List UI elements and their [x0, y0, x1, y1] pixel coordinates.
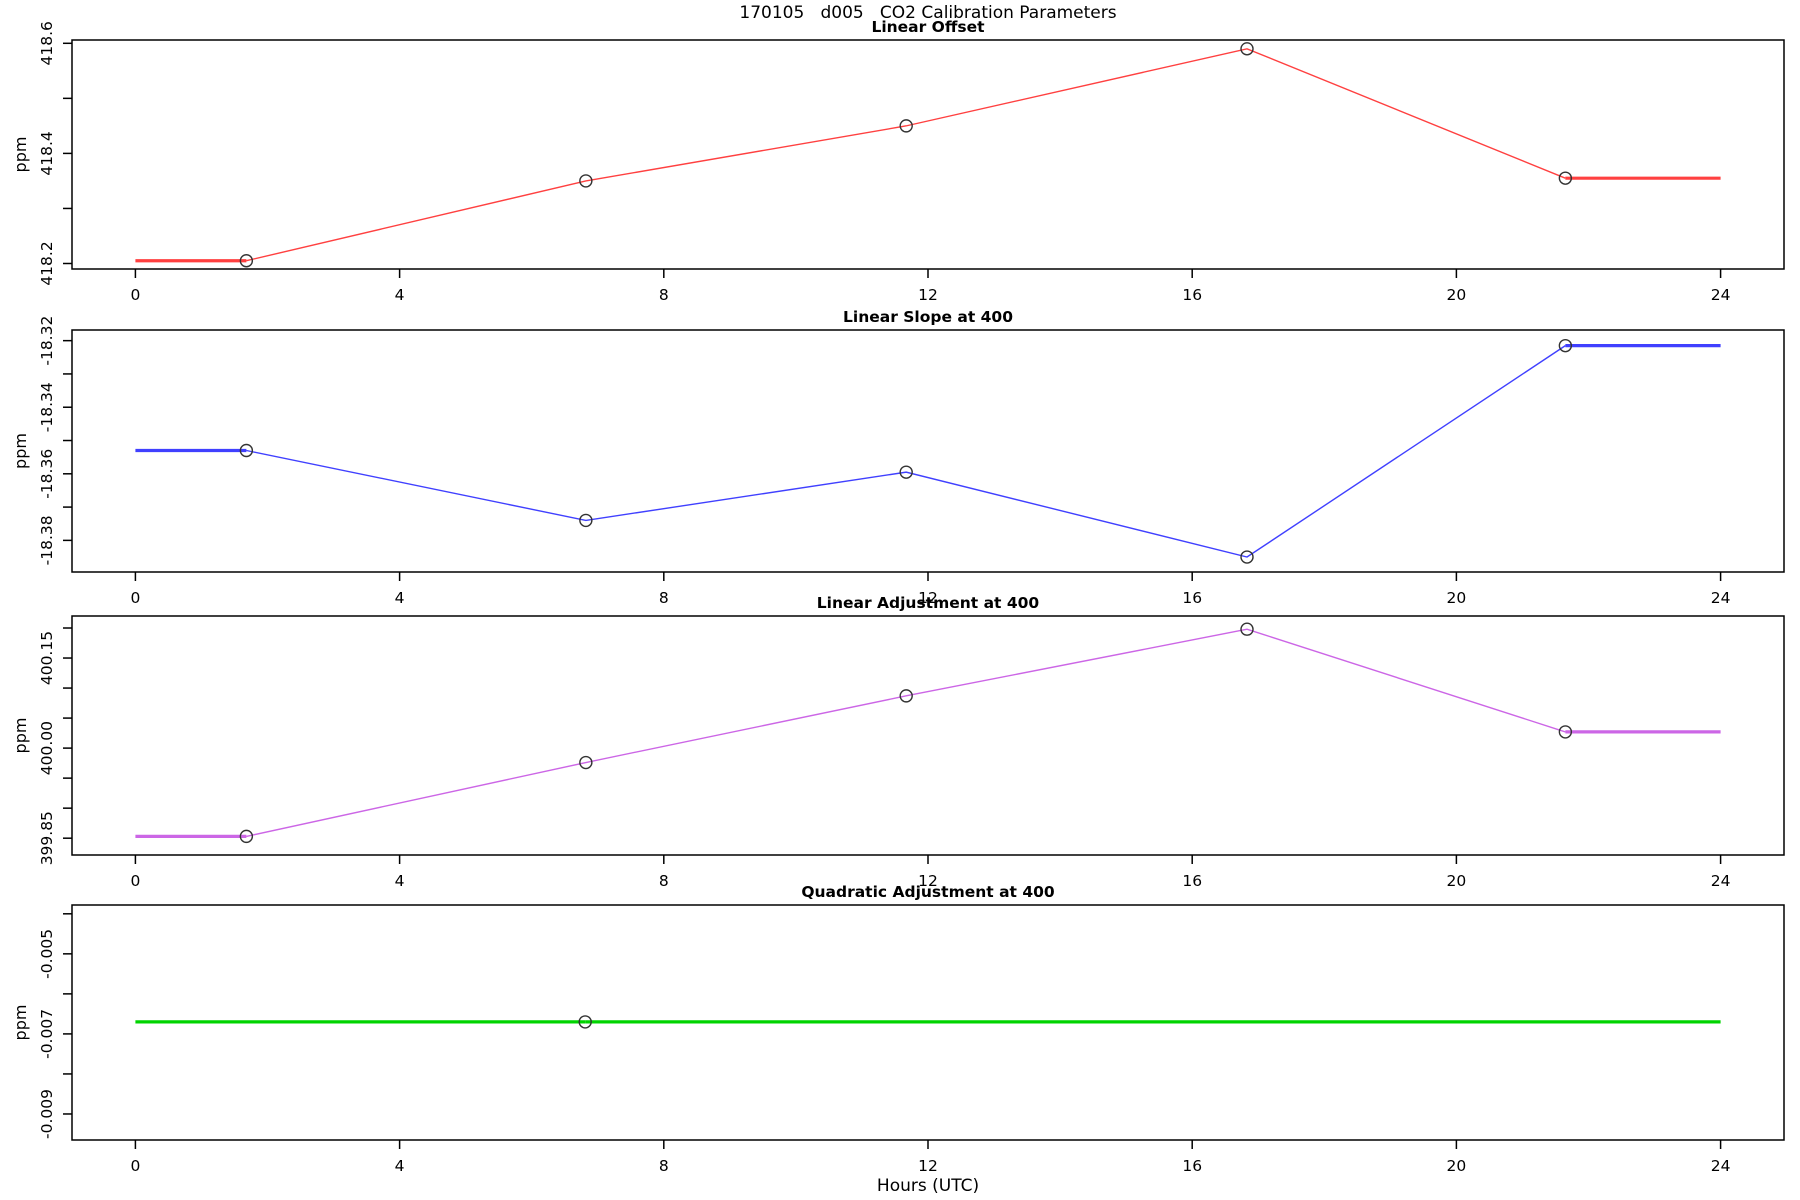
- x-axis-tick-label: 0: [130, 286, 140, 304]
- data-point-marker: [579, 174, 593, 188]
- panel-title-linear-adjustment-at-400: Linear Adjustment at 400: [816, 594, 1040, 612]
- y-axis-tick-label: -18.36: [38, 449, 56, 499]
- x-axis-title: Hours (UTC): [876, 1176, 980, 1196]
- y-axis-label: ppm: [11, 1005, 30, 1041]
- panel-title-linear-offset: Linear Offset: [871, 18, 985, 36]
- series-line: [246, 628, 1566, 838]
- data-point-marker: [1558, 338, 1573, 353]
- y-axis-tick-label: 418.4: [38, 131, 56, 175]
- y-axis-tick-label: 400.15: [38, 631, 56, 685]
- panel-title-quadratic-adjustment-at-400: Quadratic Adjustment at 400: [801, 883, 1055, 901]
- x-axis-tick-label: 4: [395, 286, 405, 304]
- data-point-marker: [1558, 171, 1573, 185]
- y-axis-label: ppm: [11, 433, 30, 469]
- x-axis-tick-label: 16: [1182, 1157, 1202, 1175]
- series-line: [246, 345, 1566, 558]
- y-axis-tick-label: -0.005: [38, 929, 56, 979]
- x-axis-tick-label: 8: [659, 872, 669, 890]
- x-axis-tick-label: 20: [1447, 1157, 1467, 1175]
- x-axis-tick-label: 4: [395, 872, 405, 890]
- x-axis-tick-label: 0: [130, 1157, 140, 1175]
- data-point-marker: [1558, 725, 1573, 739]
- x-axis-tick-label: 24: [1711, 286, 1731, 304]
- y-axis-tick-label: -0.009: [38, 1089, 56, 1139]
- data-point-marker: [1240, 550, 1254, 564]
- y-axis-tick-label: -0.007: [38, 1009, 56, 1059]
- y-axis-tick-label: 400.00: [38, 721, 56, 775]
- x-axis-tick-label: 16: [1182, 589, 1202, 607]
- x-axis-tick-label: 8: [659, 1157, 669, 1175]
- figure-title: 170105 d005 CO2 Calibration Parameters: [739, 3, 1117, 23]
- x-axis-tick-label: 12: [918, 589, 938, 607]
- data-point-marker: [579, 755, 593, 770]
- x-axis-tick-label: 4: [395, 589, 405, 607]
- data-point-marker: [899, 689, 913, 703]
- x-axis-tick-label: 12: [918, 286, 938, 304]
- data-point-marker: [578, 1015, 592, 1029]
- y-axis-label: ppm: [11, 137, 30, 173]
- plot-box: [71, 329, 1785, 573]
- y-axis-tick-label: 418.6: [38, 21, 56, 65]
- x-axis-tick-label: 20: [1447, 589, 1467, 607]
- data-point-marker: [239, 829, 254, 844]
- x-axis-tick-label: 0: [130, 589, 140, 607]
- x-axis-tick-label: 12: [918, 1157, 938, 1175]
- x-axis-tick-label: 24: [1711, 1157, 1731, 1175]
- panel-title-linear-slope-at-400: Linear Slope at 400: [843, 308, 1013, 326]
- y-axis-label: ppm: [11, 718, 30, 754]
- data-point-marker: [239, 254, 254, 268]
- data-point-marker: [899, 119, 913, 133]
- data-point-marker: [899, 465, 913, 479]
- data-point-marker: [239, 443, 254, 458]
- x-axis-tick-label: 12: [918, 872, 938, 890]
- data-point-marker: [579, 513, 593, 528]
- x-axis-tick-label: 8: [659, 589, 669, 607]
- plot-box: [71, 39, 1785, 270]
- x-axis-tick-label: 0: [130, 872, 140, 890]
- x-axis-tick-label: 24: [1711, 589, 1731, 607]
- series-line: [246, 48, 1566, 262]
- x-axis-tick-label: 20: [1447, 286, 1467, 304]
- x-axis-tick-label: 16: [1182, 286, 1202, 304]
- y-axis-tick-label: 418.2: [38, 241, 56, 285]
- y-axis-tick-label: 399.85: [38, 811, 56, 865]
- y-axis-tick-label: -18.38: [38, 515, 56, 565]
- x-axis-tick-label: 4: [395, 1157, 405, 1175]
- x-axis-tick-label: 16: [1182, 872, 1202, 890]
- x-axis-tick-label: 20: [1447, 872, 1467, 890]
- data-point-marker: [1240, 622, 1254, 636]
- x-axis-tick-label: 24: [1711, 872, 1731, 890]
- x-axis-tick-label: 8: [659, 286, 669, 304]
- y-axis-tick-label: -18.34: [38, 382, 56, 432]
- y-axis-tick-label: -18.32: [38, 316, 56, 366]
- data-point-marker: [1240, 42, 1254, 56]
